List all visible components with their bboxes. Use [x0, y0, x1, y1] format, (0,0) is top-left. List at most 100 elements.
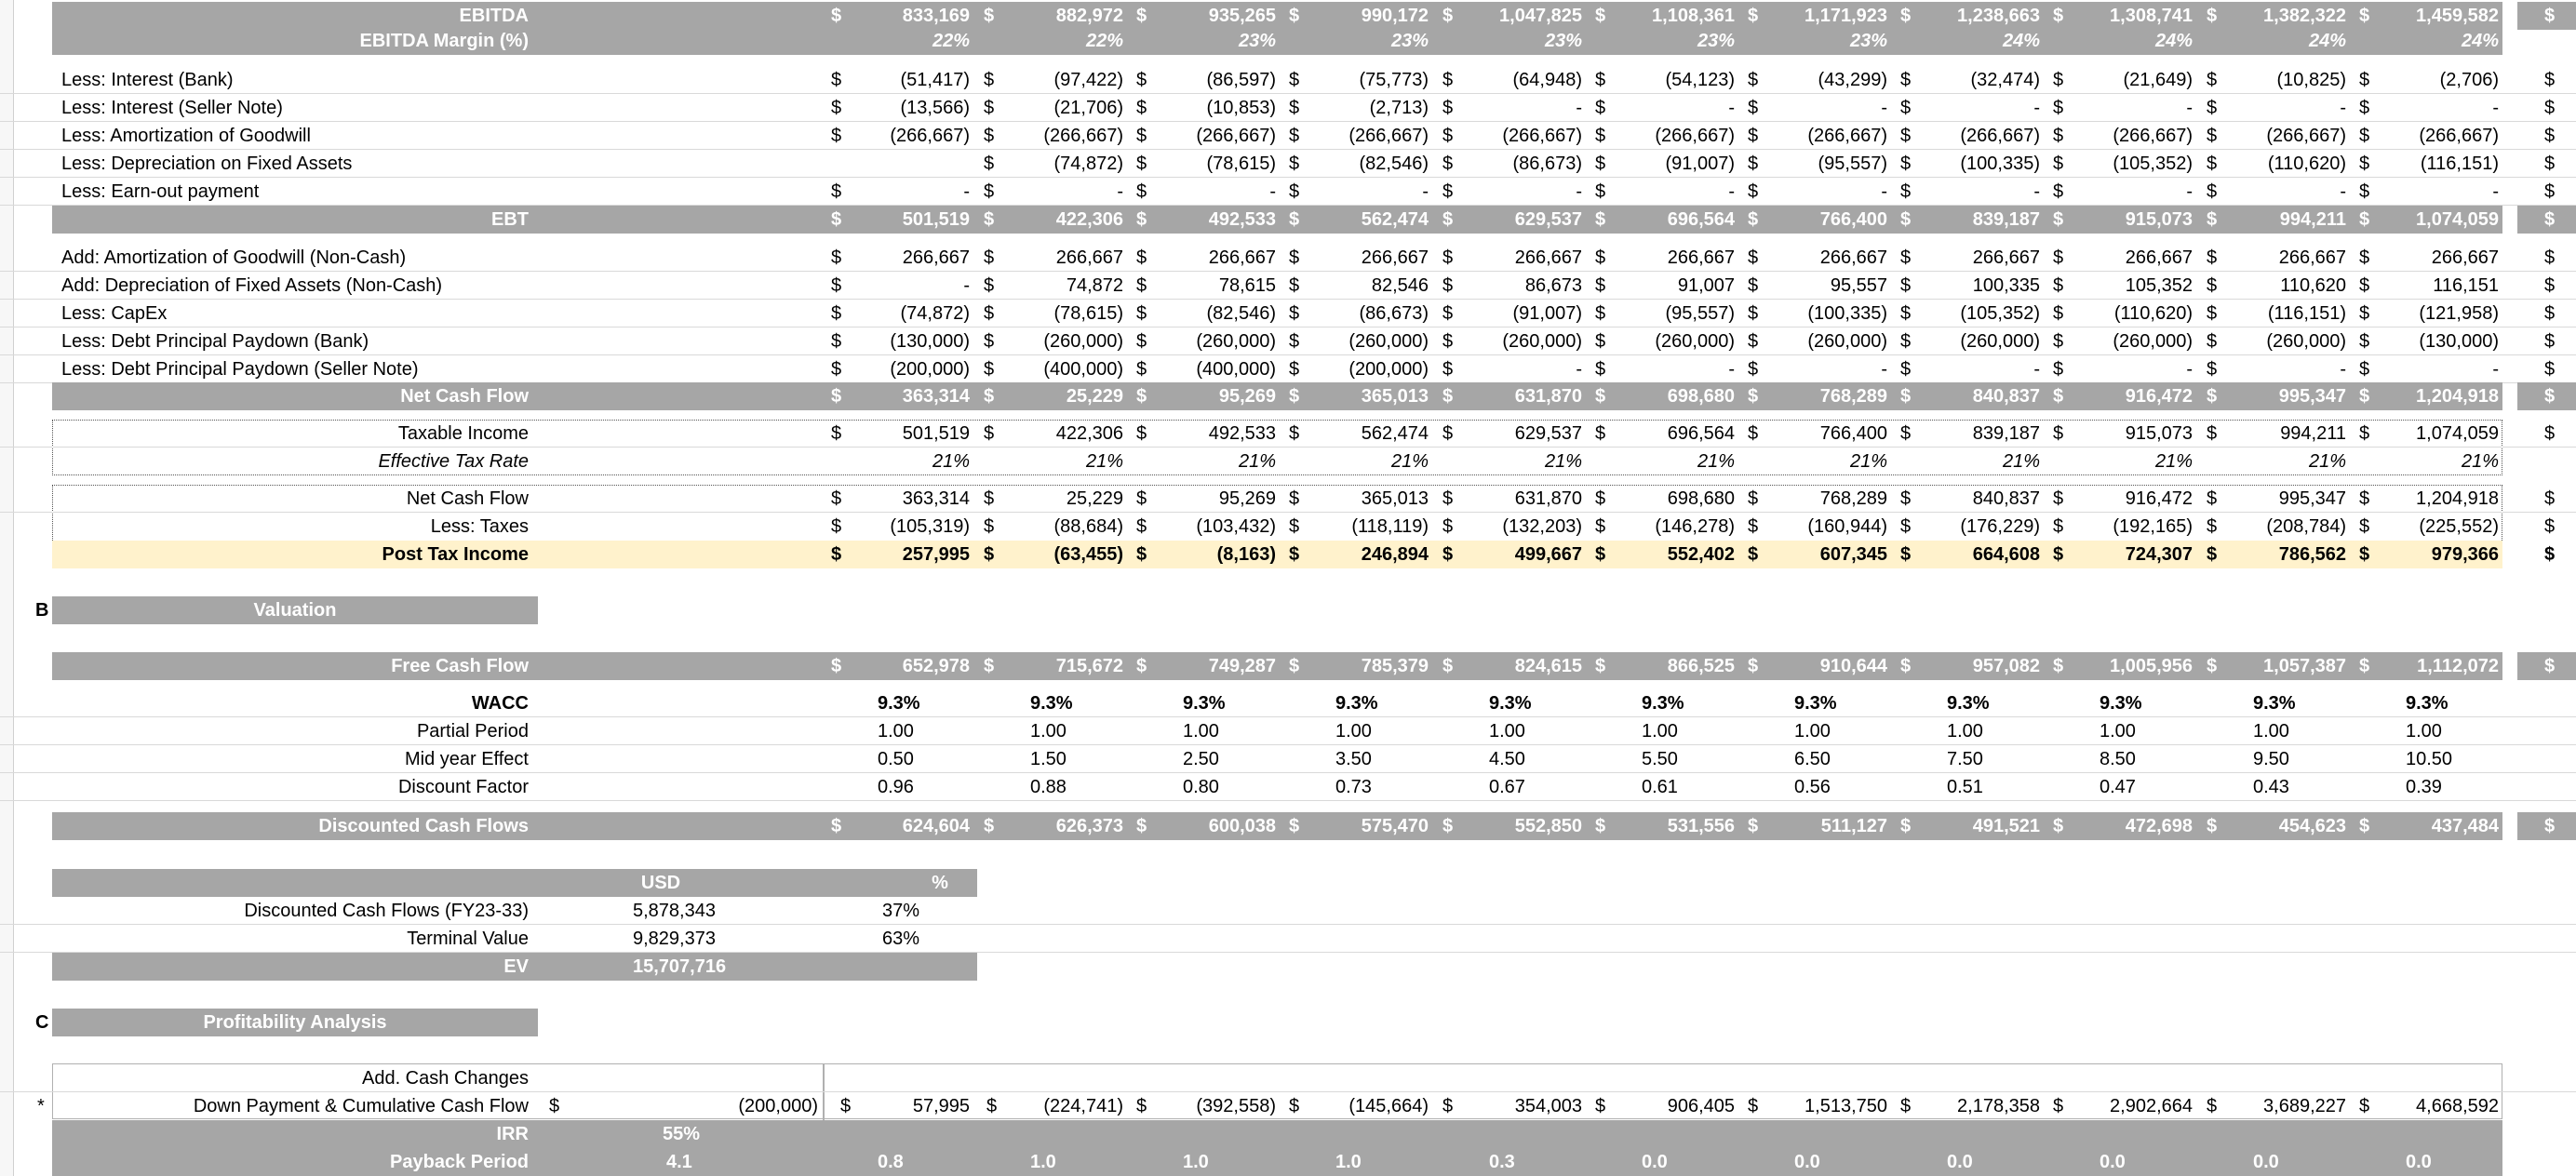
currency-symbol[interactable]: $	[1595, 70, 1606, 90]
value-cell[interactable]: 629,537	[1514, 423, 1582, 444]
value-cell[interactable]: (116,151)	[2420, 154, 2499, 174]
currency-symbol[interactable]: $	[2359, 247, 2370, 268]
value-cell[interactable]: 24%	[2002, 31, 2040, 51]
currency-symbol[interactable]: $	[984, 209, 995, 230]
value-cell[interactable]: 766,400	[1819, 423, 1887, 444]
value-cell[interactable]: 365,013	[1361, 488, 1429, 509]
currency-symbol[interactable]: $	[1748, 656, 1759, 676]
value-cell[interactable]: 9.50	[2253, 749, 2289, 769]
value-cell[interactable]: 82,546	[1371, 275, 1429, 296]
currency-symbol[interactable]: $	[1442, 488, 1454, 509]
value-cell[interactable]: 1,074,059	[2416, 423, 2499, 444]
currency-symbol[interactable]: $	[2207, 154, 2218, 174]
value-cell[interactable]: (91,007)	[1665, 154, 1736, 174]
currency-symbol[interactable]: $	[1289, 247, 1300, 268]
value-cell[interactable]: (266,667)	[1348, 126, 1429, 146]
value-cell[interactable]: 21%	[932, 451, 970, 472]
value-cell[interactable]: 0.47	[2100, 777, 2136, 797]
value-cell[interactable]: 724,307	[2125, 544, 2193, 565]
value-cell[interactable]: 1,057,387	[2263, 656, 2346, 676]
value-cell[interactable]: (160,944)	[1807, 516, 1887, 537]
currency-symbol[interactable]: $	[1595, 1096, 1606, 1116]
value-cell[interactable]: (192,165)	[2113, 516, 2193, 537]
currency-symbol[interactable]: $	[1748, 359, 1759, 380]
value-cell[interactable]: 57,995	[912, 1096, 970, 1116]
currency-symbol[interactable]: $	[2207, 423, 2218, 444]
currency-symbol[interactable]: $	[2207, 303, 2218, 324]
currency-symbol[interactable]: $	[1748, 247, 1759, 268]
value-cell[interactable]: 437,484	[2431, 816, 2499, 836]
currency-symbol[interactable]: $	[549, 1096, 560, 1116]
currency-symbol[interactable]: $	[2207, 70, 2218, 90]
currency-symbol[interactable]: $	[984, 70, 995, 90]
value-cell[interactable]: 766,400	[1819, 209, 1887, 230]
currency-symbol[interactable]: $	[2359, 1096, 2370, 1116]
currency-symbol[interactable]: $	[1748, 209, 1759, 230]
value-cell[interactable]: (63,455)	[1053, 544, 1124, 565]
value-cell[interactable]: 24%	[2461, 31, 2499, 51]
currency-symbol[interactable]: $	[2207, 209, 2218, 230]
row-label[interactable]: Taxable Income	[397, 423, 529, 444]
value-cell[interactable]: 631,870	[1514, 488, 1582, 509]
currency-symbol[interactable]: $	[1289, 423, 1300, 444]
currency-symbol[interactable]: $	[831, 816, 842, 836]
currency-symbol[interactable]: $	[2359, 386, 2370, 407]
value-cell[interactable]: 840,837	[1972, 386, 2040, 407]
value-cell[interactable]: 365,013	[1361, 386, 1429, 407]
value-cell[interactable]: -	[1576, 181, 1582, 202]
value-cell[interactable]: 833,169	[902, 6, 970, 26]
value-cell[interactable]: 266,667	[1055, 247, 1123, 268]
value-cell[interactable]: (145,664)	[1348, 1096, 1429, 1116]
value-cell[interactable]: (200,000)	[1348, 359, 1429, 380]
value-cell[interactable]: 422,306	[1055, 423, 1123, 444]
currency-symbol-far[interactable]: $	[2544, 6, 2556, 26]
value-cell[interactable]: (75,773)	[1359, 70, 1429, 90]
value-cell[interactable]: -	[2186, 181, 2193, 202]
currency-symbol[interactable]: $	[2207, 816, 2218, 836]
currency-symbol[interactable]: $	[1136, 275, 1147, 296]
currency-symbol[interactable]: $	[1595, 816, 1606, 836]
value-cell[interactable]: 0.0	[2253, 1152, 2279, 1172]
value-cell[interactable]: -	[2186, 359, 2193, 380]
row-label[interactable]: EBT	[491, 209, 529, 230]
value-cell[interactable]: (10,825)	[2276, 70, 2347, 90]
currency-symbol[interactable]: $	[1289, 303, 1300, 324]
value-cell[interactable]: 23%	[1238, 31, 1276, 51]
currency-symbol[interactable]: $	[1748, 303, 1759, 324]
value-cell[interactable]: 23%	[1544, 31, 1582, 51]
value-cell[interactable]: 0.0	[1642, 1152, 1668, 1172]
value-cell[interactable]: (260,000)	[1655, 331, 1735, 352]
row-label[interactable]: Payback Period	[390, 1152, 529, 1172]
currency-symbol[interactable]: $	[1442, 816, 1454, 836]
value-cell[interactable]: 0.73	[1335, 777, 1372, 797]
value-cell[interactable]: -	[2492, 359, 2499, 380]
currency-symbol[interactable]: $	[1289, 488, 1300, 509]
currency-symbol[interactable]: $	[1442, 247, 1454, 268]
currency-symbol[interactable]: $	[1748, 181, 1759, 202]
currency-symbol[interactable]: $	[1136, 247, 1147, 268]
value-cell[interactable]: 698,680	[1667, 386, 1735, 407]
value-cell[interactable]: 0.51	[1947, 777, 1983, 797]
value-cell[interactable]: -	[963, 181, 970, 202]
currency-symbol[interactable]: $	[1900, 656, 1912, 676]
currency-symbol[interactable]: $	[1748, 331, 1759, 352]
row-label[interactable]: Discounted Cash Flows (FY23-33)	[244, 901, 529, 921]
currency-symbol[interactable]: $	[1595, 98, 1606, 118]
currency-symbol[interactable]: $	[831, 247, 842, 268]
currency-symbol[interactable]: $	[1136, 423, 1147, 444]
value-cell[interactable]: 562,474	[1361, 209, 1429, 230]
value-cell[interactable]: 979,366	[2431, 544, 2499, 565]
value-cell[interactable]: 501,519	[902, 209, 970, 230]
value-cell[interactable]: 110,620	[2280, 275, 2346, 296]
value-cell[interactable]: 840,837	[1972, 488, 2040, 509]
usd-value[interactable]: 5,878,343	[633, 901, 716, 921]
value-cell[interactable]: 1.00	[2406, 721, 2442, 742]
value-cell[interactable]: -	[1576, 98, 1582, 118]
value-cell[interactable]: -	[2492, 98, 2499, 118]
currency-symbol[interactable]: $	[984, 656, 995, 676]
value-cell[interactable]: 1,238,663	[1957, 6, 2040, 26]
currency-symbol[interactable]: $	[2359, 544, 2370, 565]
currency-symbol-far[interactable]: $	[2544, 516, 2556, 537]
value-cell[interactable]: (13,566)	[900, 98, 971, 118]
currency-symbol[interactable]: $	[2053, 656, 2064, 676]
